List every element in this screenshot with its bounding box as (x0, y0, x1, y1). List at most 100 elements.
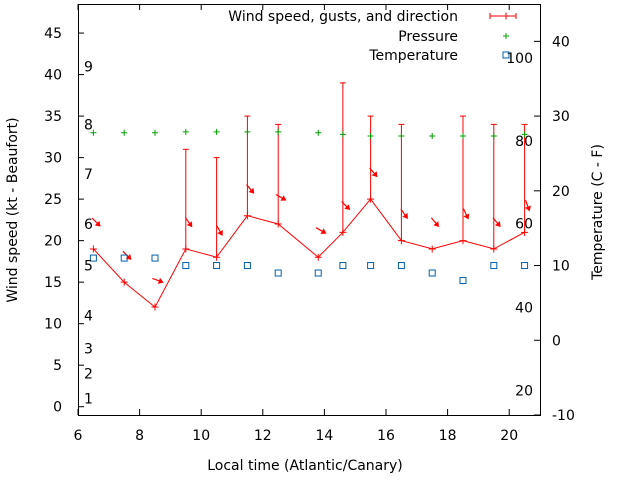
wind-speed-point (274, 220, 282, 228)
wind-direction-arrow-head (433, 221, 440, 227)
wind-direction-arrow (369, 167, 378, 178)
temperature-point (397, 262, 405, 270)
wind-speed-point (459, 237, 467, 245)
beaufort-label: 3 (84, 342, 93, 358)
x-tick-label: 16 (377, 428, 395, 444)
series-layer (89, 82, 531, 311)
y2-tick-label: -10 (552, 408, 575, 424)
temperature-point (182, 262, 190, 270)
wind-direction-arrow-head (94, 220, 101, 227)
wind-direction-arrow (315, 227, 327, 234)
temperature-point (428, 269, 436, 277)
axis-labels: 6 8 10 12 14 16 18 20051015202530354045-1001020… (44, 26, 575, 444)
temperature-point (89, 254, 97, 262)
wind-direction-arrow (462, 208, 470, 220)
wind-direction-arrow (91, 217, 101, 227)
temperature-point (314, 269, 322, 277)
pressure-point (367, 133, 374, 140)
wind-direction-arrow (152, 277, 164, 284)
legend-label: Wind speed, gusts, and direction (228, 9, 458, 25)
wind-direction-arrow (216, 225, 223, 236)
legend-label: Temperature (368, 48, 458, 64)
temperature-point (151, 254, 159, 262)
y-tick-label: 35 (44, 109, 62, 125)
legend-temperature-marker (502, 51, 510, 59)
wind-direction-arrow-head (186, 221, 193, 228)
temperature-point (490, 262, 498, 270)
wind-direction-arrow (341, 201, 351, 211)
wind-speed-point (314, 253, 322, 261)
wind-direction-arrow-head (494, 221, 501, 227)
wind-direction-arrow-head (248, 187, 255, 194)
wind-direction-arrow (275, 193, 287, 201)
pressure-point (152, 129, 158, 136)
wind-direction-arrow-head (402, 213, 408, 219)
x-tick-label: 12 (254, 428, 272, 444)
y-tick-label: 30 (44, 151, 62, 167)
wind-speed-point (367, 195, 375, 203)
y-tick-label: 45 (44, 26, 62, 42)
fahrenheit-label: 100 (506, 51, 533, 67)
beaufort-label: 4 (84, 308, 93, 324)
wind-speed-point (521, 228, 529, 236)
pressure-point (182, 128, 189, 135)
y2-tick-label: 20 (552, 184, 570, 200)
pressure-point (460, 133, 466, 140)
pressure-point (315, 129, 322, 136)
temperature-point (521, 262, 529, 270)
beaufort-label: 9 (84, 59, 93, 75)
x-tick-label: 20 (500, 428, 518, 444)
wind-speed-point (151, 303, 159, 311)
wind-direction-arrow-head (320, 228, 327, 234)
wind-direction-arrow-head (524, 205, 531, 212)
legend: Wind speed, gusts, and direction Pressure… (228, 9, 517, 64)
x-tick-label: 10 (192, 428, 210, 444)
fahrenheit-label: 40 (515, 300, 533, 316)
beaufort-label: 6 (84, 217, 93, 233)
x-tick-label: 18 (439, 428, 457, 444)
fahrenheit-label: 80 (515, 134, 533, 150)
plot-frame (78, 4, 541, 416)
wind-direction-arrow (400, 208, 408, 219)
temperature-point (274, 269, 282, 277)
x-axis-label: Local time (Atlantic/Canary) (207, 458, 403, 474)
wind-speed-point (213, 253, 221, 261)
wind-direction-arrow-head (217, 229, 223, 236)
pressure-point (429, 133, 436, 140)
y-tick-label: 0 (53, 400, 62, 416)
y2-tick-label: 30 (552, 109, 570, 125)
y-tick-label: 40 (44, 68, 62, 84)
pressure-point (490, 133, 497, 140)
beaufort-label: 8 (84, 117, 93, 133)
wind-direction-arrow (492, 217, 501, 227)
wind-direction-arrow-head (157, 277, 164, 284)
wind-speed-point (490, 245, 498, 253)
x-tick-label: 8 (135, 428, 144, 444)
y2-tick-label: 40 (552, 34, 570, 50)
beaufort-label: 2 (84, 366, 93, 382)
wind-speed-line (93, 198, 525, 308)
y-tick-label: 25 (44, 192, 62, 208)
wind-speed-point (397, 237, 405, 245)
fahrenheit-label: 20 (515, 383, 533, 399)
wind-speed-point (120, 278, 128, 286)
beaufort-label: 5 (84, 259, 93, 275)
pressure-point (339, 131, 346, 138)
temperature-point (120, 254, 128, 262)
wind-direction-arrow-head (371, 171, 378, 178)
wind-direction-arrow-head (280, 195, 287, 201)
wind-speed-point (182, 245, 190, 253)
wind-direction-arrow (430, 217, 440, 227)
beaufort-label: 1 (84, 391, 93, 407)
wind-direction-arrow (184, 217, 193, 228)
y-axis-label: Wind speed (kt - Beaufort) (5, 117, 21, 302)
pressure-point (521, 131, 528, 138)
tick-marks (77, 4, 540, 416)
wind-speed-point (428, 245, 436, 253)
legend-pressure-marker (503, 33, 509, 39)
temperature-point (213, 262, 221, 270)
wind-direction-arrow-head (344, 204, 351, 211)
y2-tick-label: 0 (552, 333, 561, 349)
pressure-point (213, 128, 220, 135)
